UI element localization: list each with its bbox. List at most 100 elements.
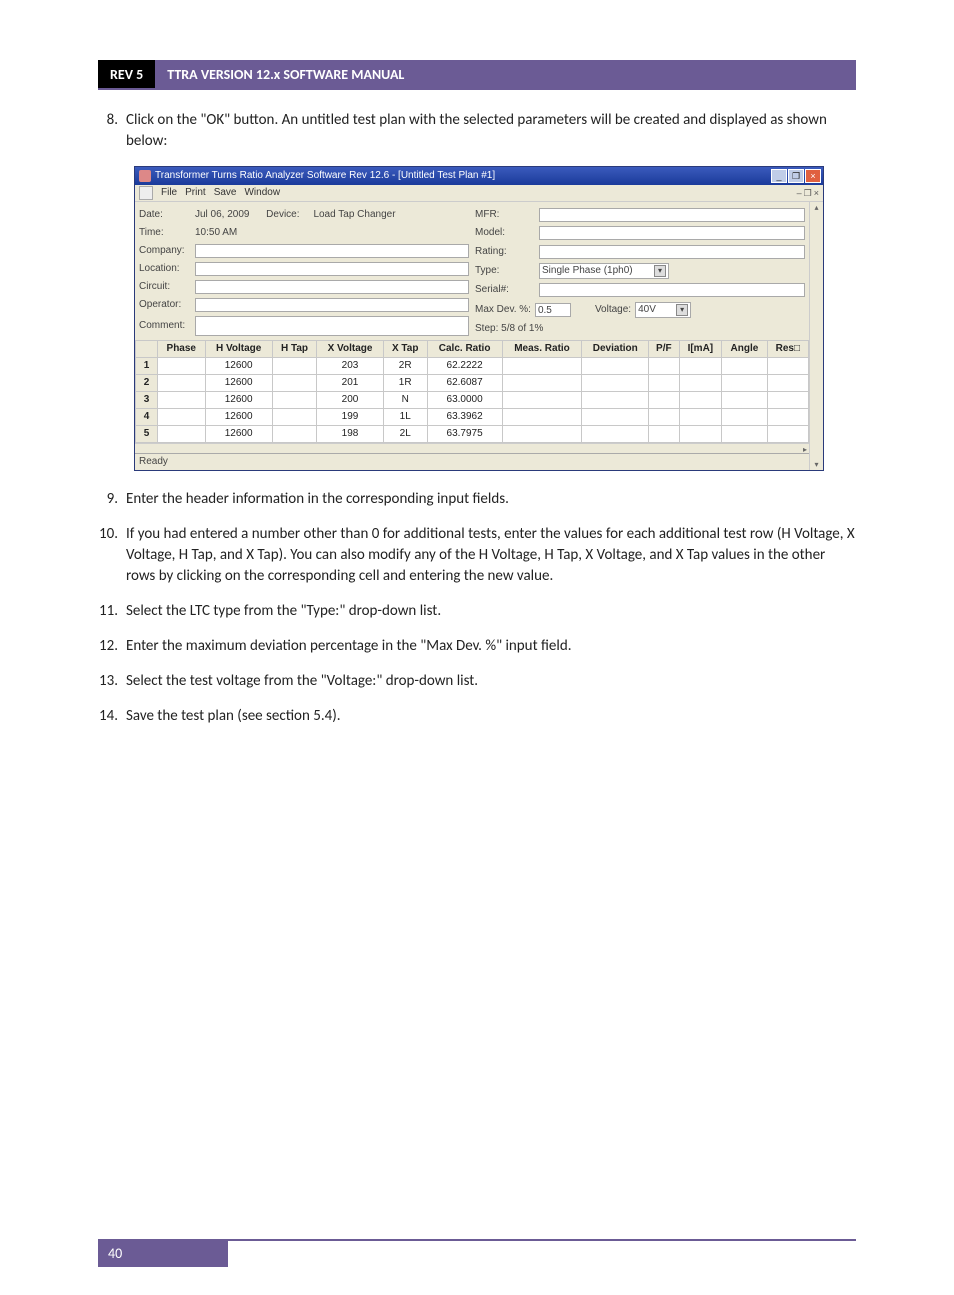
table-cell[interactable]: 62.2222 (427, 358, 502, 375)
table-cell[interactable]: 1R (383, 375, 427, 392)
table-cell[interactable]: 12600 (205, 392, 272, 409)
table-cell[interactable]: N (383, 392, 427, 409)
table-cell[interactable] (767, 426, 808, 443)
circuit-input[interactable] (195, 280, 469, 294)
company-input[interactable] (195, 244, 469, 258)
hscroll-arrow-icon[interactable]: ▸ (135, 443, 809, 453)
column-header: P/F (649, 341, 679, 358)
table-cell[interactable]: 2R (383, 358, 427, 375)
table-cell[interactable]: 1L (383, 409, 427, 426)
table-row[interactable]: 312600200N63.0000 (136, 392, 809, 409)
menu-print[interactable]: Print (185, 186, 206, 200)
table-cell[interactable] (582, 375, 649, 392)
mfr-input[interactable] (539, 208, 805, 222)
table-cell[interactable] (722, 426, 767, 443)
table-cell[interactable] (158, 358, 206, 375)
model-input[interactable] (539, 226, 805, 240)
minimize-button[interactable]: _ (771, 169, 787, 183)
table-cell[interactable] (272, 426, 317, 443)
operator-input[interactable] (195, 298, 469, 312)
table-cell[interactable] (767, 409, 808, 426)
table-cell[interactable] (722, 392, 767, 409)
table-cell[interactable] (158, 392, 206, 409)
table-cell[interactable]: 12600 (205, 426, 272, 443)
serial-input[interactable] (539, 283, 805, 297)
table-cell[interactable] (272, 392, 317, 409)
step-11: 11. Select the LTC type from the "Type:"… (98, 601, 856, 622)
table-cell[interactable] (679, 409, 722, 426)
table-cell[interactable]: 62.6087 (427, 375, 502, 392)
close-button[interactable]: × (805, 169, 821, 183)
table-cell[interactable] (767, 392, 808, 409)
table-row[interactable]: 2126002011R62.6087 (136, 375, 809, 392)
type-select[interactable]: Single Phase (1ph0) ▾ (539, 263, 669, 279)
column-header: Angle (722, 341, 767, 358)
table-cell[interactable] (582, 392, 649, 409)
table-cell[interactable] (722, 409, 767, 426)
table-cell[interactable] (767, 358, 808, 375)
table-cell[interactable]: 63.3962 (427, 409, 502, 426)
table-cell[interactable] (502, 358, 582, 375)
table-cell[interactable] (582, 409, 649, 426)
header-form: Date: Jul 06, 2009 Device: Load Tap Chan… (135, 202, 809, 340)
scroll-down-icon: ▾ (814, 459, 818, 470)
menu-save[interactable]: Save (214, 186, 237, 200)
step-14: 14. Save the test plan (see section 5.4)… (98, 706, 856, 727)
table-cell[interactable] (272, 375, 317, 392)
menu-file[interactable]: File (161, 186, 177, 200)
window-title: Transformer Turns Ratio Analyzer Softwar… (155, 169, 771, 183)
page-footer: 40 (98, 1239, 856, 1267)
maximize-button[interactable]: ❐ (788, 169, 804, 183)
voltage-select[interactable]: 40V ▾ (635, 302, 691, 318)
table-cell[interactable]: 198 (317, 426, 384, 443)
table-cell[interactable]: 2L (383, 426, 427, 443)
table-cell[interactable] (582, 358, 649, 375)
table-cell[interactable] (502, 409, 582, 426)
table-row[interactable]: 4126001991L63.3962 (136, 409, 809, 426)
mdi-restore[interactable]: ❐ (804, 187, 812, 200)
table-cell[interactable] (158, 409, 206, 426)
menu-window[interactable]: Window (244, 186, 280, 200)
table-cell[interactable] (649, 392, 679, 409)
table-cell[interactable]: 63.0000 (427, 392, 502, 409)
table-cell[interactable] (767, 375, 808, 392)
type-label: Type: (475, 264, 535, 278)
vscroll[interactable]: ▴ ▾ (809, 202, 823, 470)
table-cell[interactable] (158, 375, 206, 392)
maxdev-input[interactable]: 0.5 (535, 303, 571, 317)
table-cell[interactable] (649, 409, 679, 426)
table-cell[interactable] (679, 375, 722, 392)
location-input[interactable] (195, 262, 469, 276)
table-cell[interactable] (649, 375, 679, 392)
mdi-minimize[interactable]: – (797, 187, 802, 200)
table-cell[interactable] (158, 426, 206, 443)
table-cell[interactable]: 200 (317, 392, 384, 409)
table-cell[interactable]: 203 (317, 358, 384, 375)
table-row[interactable]: 1126002032R62.2222 (136, 358, 809, 375)
table-cell[interactable]: 12600 (205, 358, 272, 375)
table-cell[interactable] (722, 375, 767, 392)
table-row[interactable]: 5126001982L63.7975 (136, 426, 809, 443)
table-cell[interactable] (722, 358, 767, 375)
table-cell[interactable] (649, 358, 679, 375)
table-cell[interactable] (272, 409, 317, 426)
doc-icon (139, 186, 153, 200)
table-cell[interactable] (649, 426, 679, 443)
comment-input[interactable] (195, 316, 469, 336)
table-cell[interactable]: 12600 (205, 409, 272, 426)
time-label: Time: (139, 226, 191, 240)
table-cell[interactable] (502, 375, 582, 392)
table-cell[interactable]: 201 (317, 375, 384, 392)
table-cell[interactable]: 12600 (205, 375, 272, 392)
table-cell[interactable]: 199 (317, 409, 384, 426)
table-cell[interactable] (679, 426, 722, 443)
table-cell[interactable] (272, 358, 317, 375)
table-cell[interactable] (679, 392, 722, 409)
table-cell[interactable] (582, 426, 649, 443)
table-cell[interactable]: 63.7975 (427, 426, 502, 443)
rating-input[interactable] (539, 245, 805, 259)
table-cell[interactable] (502, 426, 582, 443)
table-cell[interactable] (502, 392, 582, 409)
table-cell[interactable] (679, 358, 722, 375)
mdi-close[interactable]: × (814, 187, 819, 200)
